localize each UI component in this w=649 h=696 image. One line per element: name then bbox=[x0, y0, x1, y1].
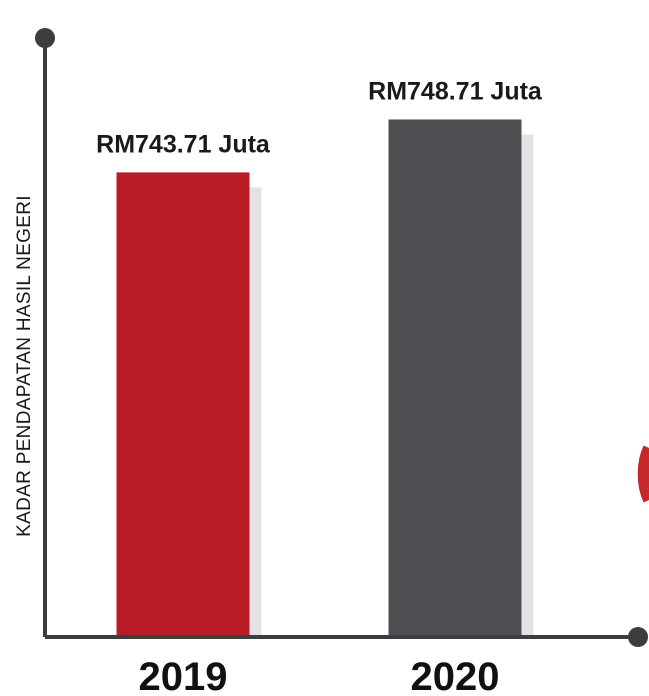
y-axis-end-dot bbox=[35, 28, 55, 48]
x-axis-end-dot bbox=[628, 627, 648, 647]
x-tick-label-2020: 2020 bbox=[411, 655, 500, 696]
bar-2019 bbox=[116, 172, 250, 635]
value-label-2019: RM743.71 Juta bbox=[96, 130, 271, 158]
bars-layer: RM743.71 Juta 2019 RM748.71 Juta 2020 bbox=[96, 77, 543, 696]
bar-2020 bbox=[388, 119, 522, 635]
red-ring-decoration bbox=[637, 445, 649, 503]
y-axis-title: KADAR PENDAPATAN HASIL NEGERI bbox=[14, 195, 35, 537]
value-label-2020: RM748.71 Juta bbox=[368, 77, 543, 105]
x-tick-label-2019: 2019 bbox=[139, 655, 228, 696]
